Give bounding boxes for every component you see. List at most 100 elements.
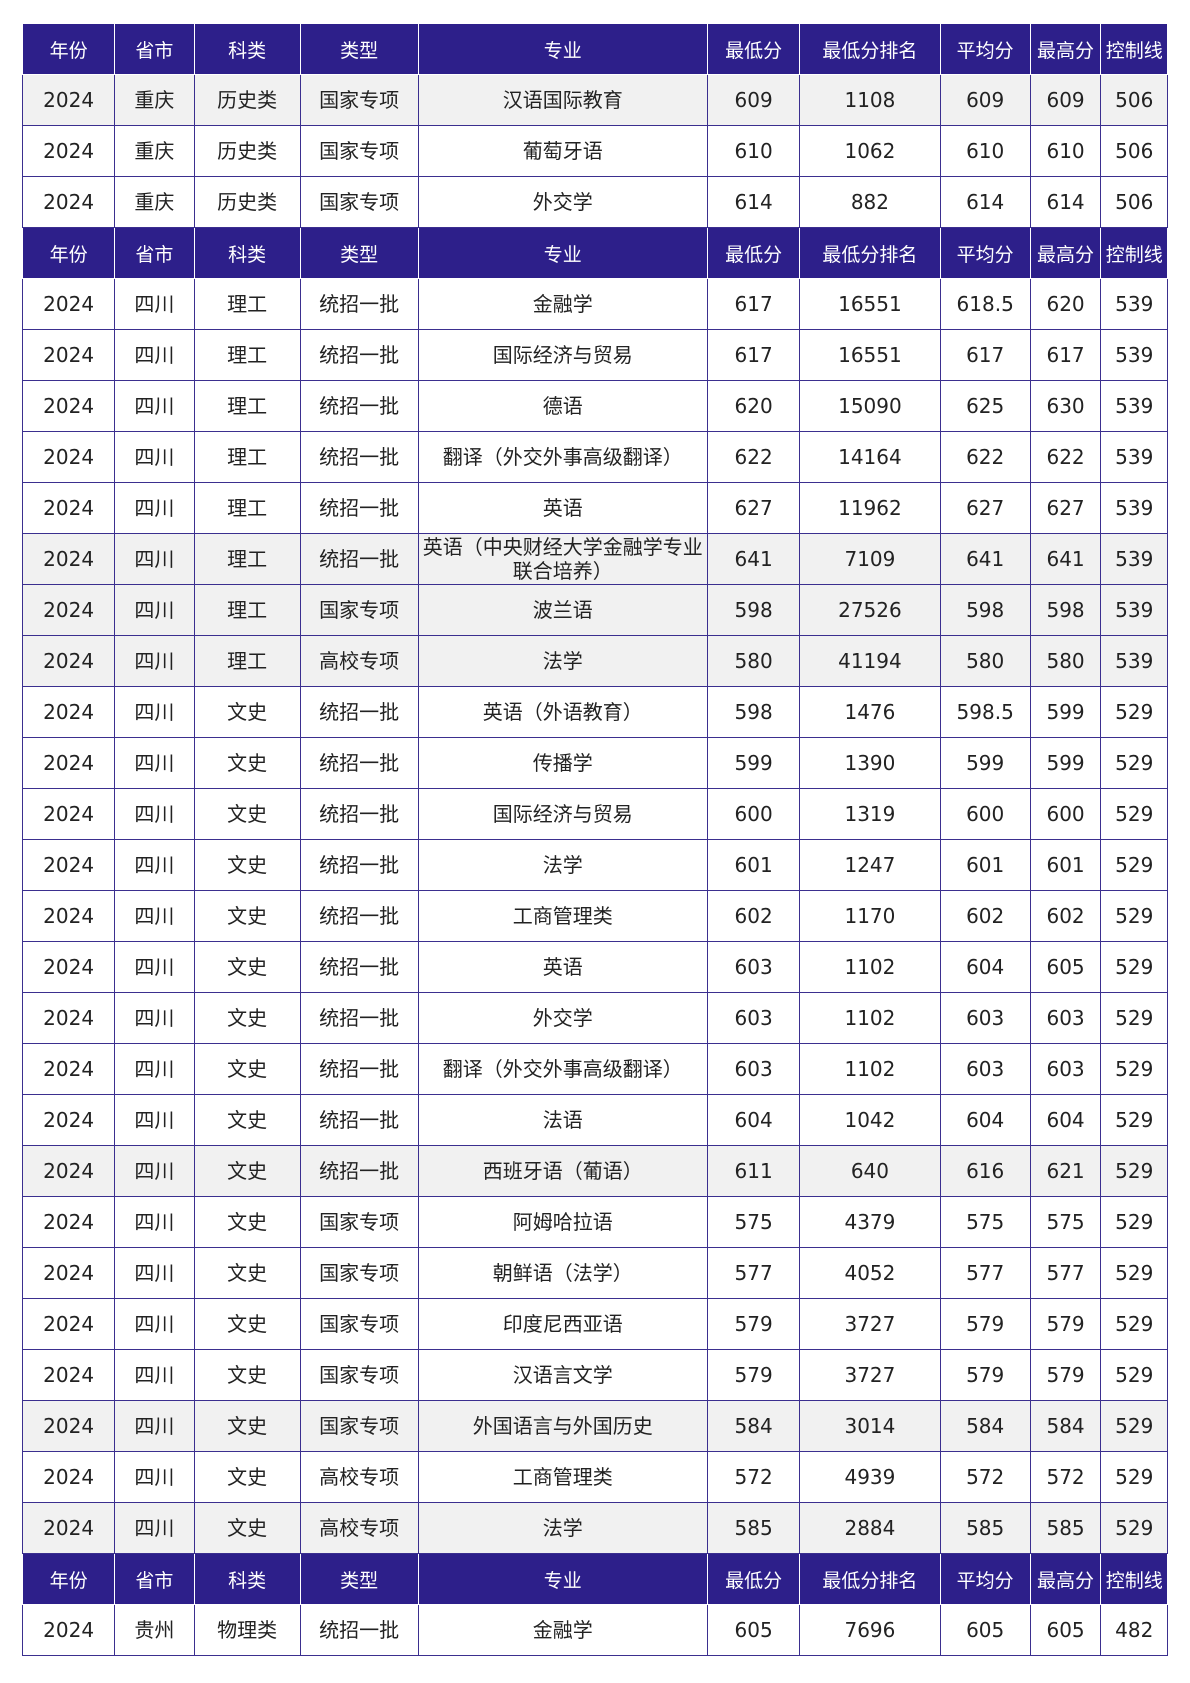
cell-admission-type: 统招一批 [299,329,419,381]
cell-avg-score: 617 [939,329,1031,381]
cell-min-score-rank: 3727 [799,1349,941,1401]
cell-province: 四川 [114,380,195,432]
cell-min-score-rank: 7696 [799,1604,941,1656]
table-row: 2024 四川 理工 统招一批 英语（中央财经大学金融学专业联合培养） 641 7109 64… [21,533,1168,585]
cell-avg-score: 599 [939,737,1031,789]
cell-admission-type: 统招一批 [299,380,419,432]
cell-subject-category: 文史 [193,941,301,993]
cell-major: 德语 [417,380,709,432]
column-header-max-score: 最高分 [1029,1553,1102,1605]
cell-min-score: 585 [707,1502,801,1554]
cell-control-line: 539 [1100,278,1168,330]
cell-province: 四川 [114,686,195,738]
cell-admission-type: 统招一批 [299,278,419,330]
cell-year: 2024 [21,584,116,636]
cell-max-score: 577 [1029,1247,1102,1299]
cell-year: 2024 [21,1145,116,1197]
cell-admission-type: 统招一批 [299,839,419,891]
cell-max-score: 600 [1029,788,1102,840]
cell-min-score-rank: 15090 [799,380,941,432]
cell-min-score: 572 [707,1451,801,1503]
cell-min-score: 598 [707,584,801,636]
cell-control-line: 529 [1100,1349,1168,1401]
cell-year: 2024 [21,788,116,840]
cell-min-score: 622 [707,431,801,483]
cell-avg-score: 601 [939,839,1031,891]
cell-major: 法语 [417,1094,709,1146]
cell-subject-category: 历史类 [193,125,301,177]
cell-major: 翻译（外交外事高级翻译） [417,431,709,483]
cell-min-score: 620 [707,380,801,432]
column-header-subject-category: 科类 [193,23,301,75]
cell-major: 外国语言与外国历史 [417,1400,709,1452]
cell-control-line: 529 [1100,839,1168,891]
table-row: 2024 四川 文史 国家专项 阿姆哈拉语 575 4379 575 575 529 [21,1196,1168,1248]
cell-subject-category: 文史 [193,1502,301,1554]
cell-subject-category: 文史 [193,1298,301,1350]
cell-control-line: 539 [1100,329,1168,381]
table-row: 2024 四川 理工 统招一批 翻译（外交外事高级翻译） 622 14164 622 622 53… [21,431,1168,483]
cell-max-score: 599 [1029,737,1102,789]
cell-min-score: 605 [707,1604,801,1656]
cell-major: 英语 [417,941,709,993]
cell-admission-type: 统招一批 [299,941,419,993]
cell-avg-score: 577 [939,1247,1031,1299]
column-header-min-score: 最低分 [707,23,801,75]
table-body: 年份 省市 科类 类型 专业 最低分 最低分排名 平均分 最高分 控制线 2024 重庆 历史类 国家专项… [21,23,1168,1656]
cell-avg-score: 600 [939,788,1031,840]
cell-province: 四川 [114,1400,195,1452]
cell-avg-score: 584 [939,1400,1031,1452]
cell-province: 四川 [114,1145,195,1197]
column-header-min-score: 最低分 [707,1553,801,1605]
cell-avg-score: 598.5 [939,686,1031,738]
cell-admission-type: 高校专项 [299,635,419,687]
cell-major: 朝鲜语（法学） [417,1247,709,1299]
cell-major: 工商管理类 [417,890,709,942]
cell-subject-category: 文史 [193,1247,301,1299]
cell-subject-category: 物理类 [193,1604,301,1656]
column-header-admission-type: 类型 [299,23,419,75]
cell-max-score: 579 [1029,1349,1102,1401]
cell-max-score: 572 [1029,1451,1102,1503]
cell-min-score: 579 [707,1298,801,1350]
cell-control-line: 529 [1100,1502,1168,1554]
cell-max-score: 602 [1029,890,1102,942]
column-header-year: 年份 [21,227,116,279]
cell-control-line: 539 [1100,482,1168,534]
cell-control-line: 529 [1100,941,1168,993]
cell-avg-score: 610 [939,125,1031,177]
cell-subject-category: 文史 [193,1400,301,1452]
cell-min-score-rank: 640 [799,1145,941,1197]
header-row: 年份 省市 科类 类型 专业 最低分 最低分排名 平均分 最高分 控制线 [21,1553,1168,1605]
cell-avg-score: 625 [939,380,1031,432]
cell-max-score: 614 [1029,176,1102,228]
cell-major: 葡萄牙语 [417,125,709,177]
cell-min-score: 617 [707,329,801,381]
cell-admission-type: 国家专项 [299,1247,419,1299]
cell-min-score-rank: 1108 [799,74,941,126]
column-header-province: 省市 [114,1553,195,1605]
cell-avg-score: 572 [939,1451,1031,1503]
cell-max-score: 605 [1029,941,1102,993]
cell-admission-type: 高校专项 [299,1451,419,1503]
cell-min-score: 598 [707,686,801,738]
cell-min-score: 575 [707,1196,801,1248]
cell-min-score: 577 [707,1247,801,1299]
table-row: 2024 四川 理工 国家专项 波兰语 598 27526 598 598 539 [21,584,1168,636]
cell-max-score: 579 [1029,1298,1102,1350]
cell-province: 四川 [114,1043,195,1095]
cell-min-score: 610 [707,125,801,177]
cell-control-line: 539 [1100,584,1168,636]
cell-min-score: 602 [707,890,801,942]
column-header-year: 年份 [21,23,116,75]
cell-min-score-rank: 7109 [799,533,941,585]
column-header-control-line: 控制线 [1100,227,1168,279]
cell-major: 法学 [417,839,709,891]
cell-admission-type: 国家专项 [299,74,419,126]
cell-major: 英语（外语教育） [417,686,709,738]
cell-major: 国际经济与贸易 [417,329,709,381]
cell-admission-type: 统招一批 [299,1043,419,1095]
cell-avg-score: 609 [939,74,1031,126]
cell-subject-category: 文史 [193,992,301,1044]
cell-year: 2024 [21,1502,116,1554]
